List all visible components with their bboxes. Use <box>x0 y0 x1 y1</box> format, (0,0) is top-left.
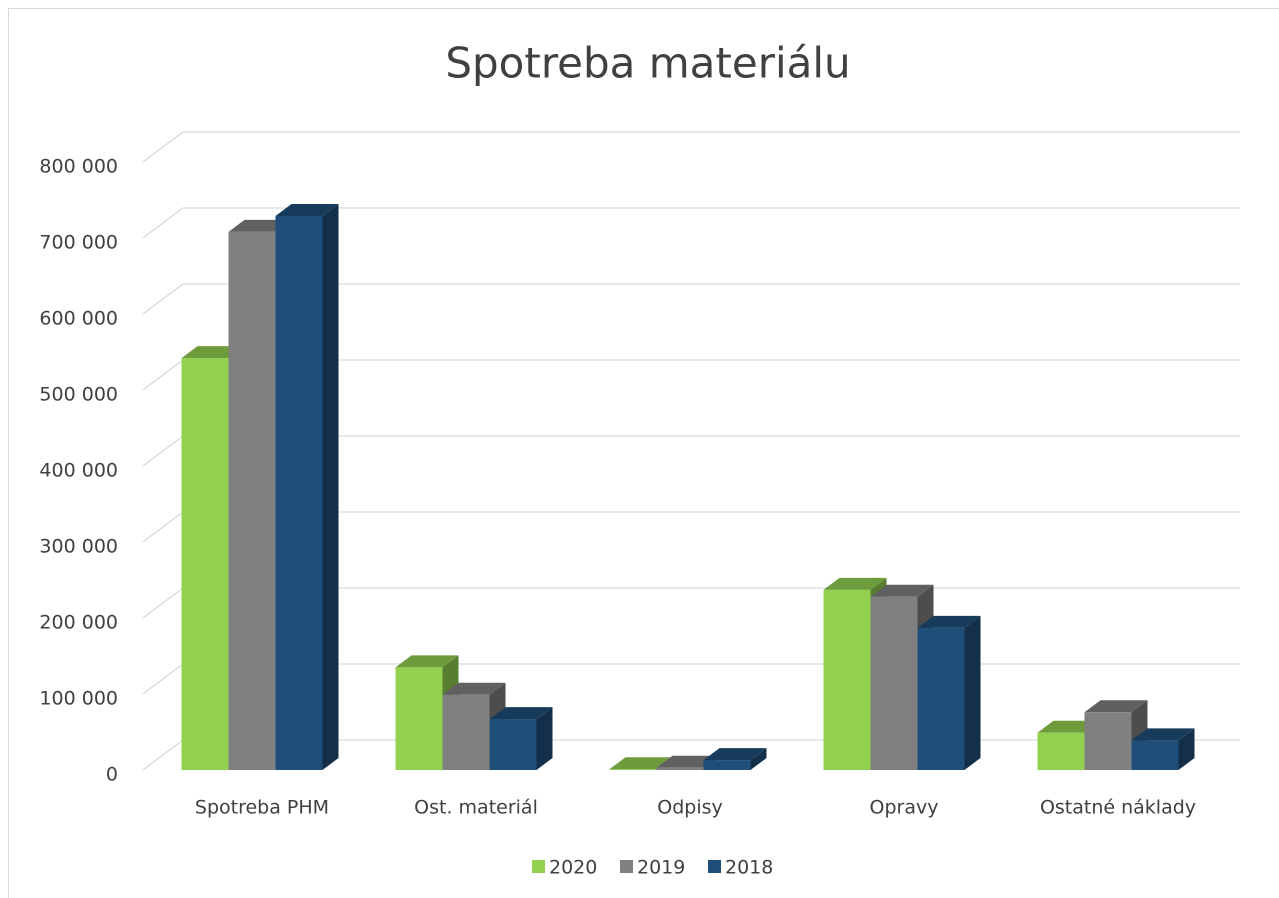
bar <box>609 769 657 770</box>
bar-top <box>1131 728 1195 741</box>
y-tick-label: 500 000 <box>39 384 118 406</box>
y-tick-label: 600 000 <box>39 308 118 330</box>
bar-side <box>750 748 767 770</box>
bar-top <box>609 757 673 770</box>
bar <box>1084 712 1132 770</box>
bar-top <box>703 748 767 761</box>
x-tick-label: Spotreba PHM <box>195 797 329 819</box>
legend-label: 2019 <box>637 857 685 879</box>
bar-top <box>395 655 459 668</box>
y-tick-label: 100 000 <box>39 688 118 710</box>
x-tick-label: Odpisy <box>657 797 723 819</box>
y-tick-label: 200 000 <box>39 612 118 634</box>
x-tick-label: Opravy <box>870 797 939 819</box>
bar-side <box>964 615 981 770</box>
bar <box>442 694 490 770</box>
bar-top <box>489 707 553 720</box>
chart-border <box>8 8 1279 898</box>
bar <box>395 667 443 770</box>
bar <box>228 231 276 771</box>
bar <box>181 358 229 770</box>
bar-top <box>275 203 339 216</box>
bar <box>1131 740 1179 770</box>
x-tick-label: Ost. materiál <box>414 797 538 819</box>
bar <box>703 760 751 770</box>
legend-label: 2018 <box>725 857 773 879</box>
bar <box>489 719 537 770</box>
bar-side <box>536 707 553 770</box>
bar <box>1037 732 1085 770</box>
bar <box>823 589 871 770</box>
bar-top <box>823 577 887 590</box>
bar-side <box>1178 728 1195 770</box>
bar-top <box>442 682 506 695</box>
legend-label: 2020 <box>549 857 597 879</box>
bar-top <box>1084 700 1148 713</box>
bar <box>917 627 965 770</box>
grid-line <box>142 131 1240 163</box>
y-tick-label: 0 <box>106 764 118 786</box>
legend-swatch <box>532 860 545 873</box>
chart-title: Spotreba materiálu <box>445 39 850 88</box>
bar <box>656 767 704 770</box>
legend-swatch <box>620 860 633 873</box>
legend-swatch <box>708 860 721 873</box>
x-tick-label: Ostatné náklady <box>1040 797 1196 819</box>
y-tick-label: 300 000 <box>39 536 118 558</box>
bar-side <box>322 203 339 770</box>
bar-top <box>917 615 981 628</box>
y-tick-label: 800 000 <box>39 156 118 178</box>
grid-line <box>142 207 1240 239</box>
bar <box>870 596 918 770</box>
y-tick-label: 700 000 <box>39 232 118 254</box>
y-tick-label: 400 000 <box>39 460 118 482</box>
bar <box>275 215 323 770</box>
grid-line <box>142 283 1240 315</box>
bar-top <box>870 584 934 597</box>
